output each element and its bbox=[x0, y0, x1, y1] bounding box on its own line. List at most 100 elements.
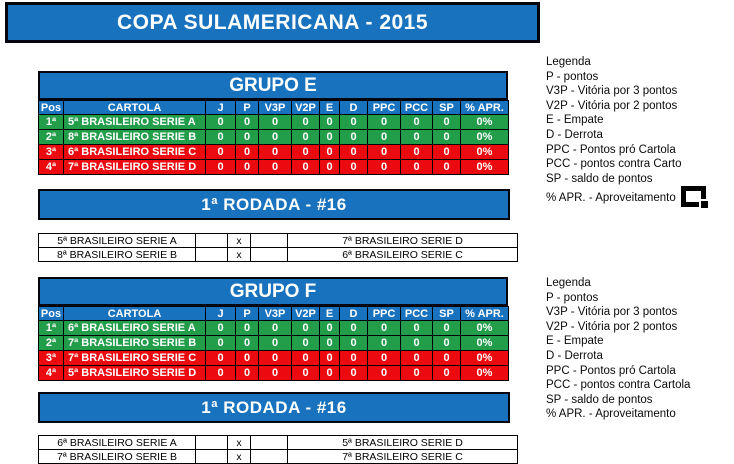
stat-apr: 0% bbox=[460, 129, 509, 145]
rodada-title: 1ª RODADA - #16 bbox=[201, 397, 347, 417]
cartola-cell: 5ª BRASILEIRO SERIE A bbox=[63, 114, 206, 130]
page-title: COPA SULAMERICANA - 2015 bbox=[116, 10, 429, 34]
stat-sp: 0 bbox=[432, 129, 461, 145]
stat-pcc: 0 bbox=[400, 144, 433, 160]
fixtures-table: 6ª BRASILEIRO SERIE A x 5ª BRASILEIRO SE… bbox=[38, 435, 518, 464]
stat-ppc: 0 bbox=[367, 350, 401, 366]
col-p: P bbox=[235, 306, 259, 321]
home-team: 5ª BRASILEIRO SERIE A bbox=[38, 233, 196, 248]
stat-e: 0 bbox=[319, 144, 340, 160]
page-title-banner: COPA SULAMERICANA - 2015 bbox=[5, 2, 540, 43]
stat-p: 0 bbox=[235, 350, 259, 366]
stat-ppc: 0 bbox=[367, 144, 401, 160]
col-v2p: V2P bbox=[291, 100, 320, 115]
col-v3p: V3P bbox=[258, 100, 292, 115]
stat-j: 0 bbox=[205, 114, 236, 130]
stat-v2p: 0 bbox=[291, 365, 320, 381]
stat-v3p: 0 bbox=[258, 350, 292, 366]
cartola-cell: 6ª BRASILEIRO SERIE A bbox=[63, 320, 206, 336]
stat-j: 0 bbox=[205, 129, 236, 145]
fixtures-group-e: 5ª BRASILEIRO SERIE A x 7ª BRASILEIRO SE… bbox=[38, 233, 518, 262]
stat-d: 0 bbox=[339, 114, 368, 130]
col-pos: Pos bbox=[38, 100, 64, 115]
stat-sp: 0 bbox=[432, 335, 461, 351]
away-score-cell[interactable] bbox=[250, 247, 288, 262]
stat-v2p: 0 bbox=[291, 159, 320, 175]
stat-d: 0 bbox=[339, 144, 368, 160]
away-score-cell[interactable] bbox=[250, 233, 288, 248]
group-f-standings: GRUPO F Pos CARTOLA J P V3P V2P E D PPC … bbox=[38, 277, 509, 381]
rodada-banner-group-e: 1ª RODADA - #16 bbox=[38, 189, 510, 220]
table-row: 4ª 5ª BRASILEIRO SERIE D 0 0 0 0 0 0 0 0… bbox=[38, 365, 509, 381]
stat-apr: 0% bbox=[460, 350, 509, 366]
stat-v3p: 0 bbox=[258, 320, 292, 336]
home-score-cell[interactable] bbox=[195, 435, 228, 450]
stat-v2p: 0 bbox=[291, 320, 320, 336]
stat-d: 0 bbox=[339, 365, 368, 381]
stat-v3p: 0 bbox=[258, 114, 292, 130]
col-ppc: PPC bbox=[367, 306, 401, 321]
home-team: 8ª BRASILEIRO SERIE B bbox=[38, 247, 196, 262]
stat-apr: 0% bbox=[460, 159, 509, 175]
col-j: J bbox=[205, 100, 236, 115]
cartola-cell: 7ª BRASILEIRO SERIE D bbox=[63, 159, 206, 175]
column-header-row: Pos CARTOLA J P V3P V2P E D PPC PCC SP %… bbox=[38, 100, 509, 115]
legend-item: SP - saldo de pontos bbox=[546, 393, 653, 406]
stat-e: 0 bbox=[319, 114, 340, 130]
away-team: 7ª BRASILEIRO SERIE C bbox=[287, 449, 518, 464]
pos-cell: 4ª bbox=[38, 365, 64, 381]
stat-ppc: 0 bbox=[367, 320, 401, 336]
legend-item: D - Derrota bbox=[546, 349, 603, 362]
stat-p: 0 bbox=[235, 335, 259, 351]
legend-item: V2P - Vitória por 2 pontos bbox=[546, 320, 678, 333]
away-score-cell[interactable] bbox=[250, 435, 288, 450]
home-score-cell[interactable] bbox=[195, 247, 228, 262]
stat-j: 0 bbox=[205, 350, 236, 366]
stat-ppc: 0 bbox=[367, 365, 401, 381]
home-score-cell[interactable] bbox=[195, 449, 228, 464]
pos-cell: 2ª bbox=[38, 129, 64, 145]
stat-p: 0 bbox=[235, 129, 259, 145]
stat-ppc: 0 bbox=[367, 114, 401, 130]
stat-j: 0 bbox=[205, 144, 236, 160]
stat-v2p: 0 bbox=[291, 350, 320, 366]
legend-item: V3P - Vitória por 3 pontos bbox=[546, 85, 678, 98]
cartola-cell: 7ª BRASILEIRO SERIE B bbox=[63, 335, 206, 351]
legend-item: PCC - pontos contra Cartola bbox=[546, 379, 691, 392]
fixture-row: 5ª BRASILEIRO SERIE A x 7ª BRASILEIRO SE… bbox=[38, 233, 518, 248]
stat-pcc: 0 bbox=[400, 114, 433, 130]
stat-j: 0 bbox=[205, 335, 236, 351]
away-score-cell[interactable] bbox=[250, 449, 288, 464]
stat-j: 0 bbox=[205, 159, 236, 175]
versus-cell: x bbox=[227, 233, 251, 248]
stat-e: 0 bbox=[319, 365, 340, 381]
away-team: 7ª BRASILEIRO SERIE D bbox=[287, 233, 518, 248]
stat-d: 0 bbox=[339, 129, 368, 145]
rodada-banner-group-f: 1ª RODADA - #16 bbox=[38, 392, 510, 423]
col-d: D bbox=[339, 306, 368, 321]
stat-pcc: 0 bbox=[400, 365, 433, 381]
group-e-header: GRUPO E bbox=[38, 71, 508, 100]
col-cartola: CARTOLA bbox=[63, 306, 206, 321]
stat-sp: 0 bbox=[432, 144, 461, 160]
legend-title: Legenda bbox=[546, 56, 591, 68]
legend-group-f: Legenda P - pontos V3P - Vitória por 3 p… bbox=[546, 276, 732, 422]
legend-item: E - Empate bbox=[546, 335, 604, 348]
stat-sp: 0 bbox=[432, 365, 461, 381]
fixture-row: 6ª BRASILEIRO SERIE A x 5ª BRASILEIRO SE… bbox=[38, 435, 518, 450]
col-apr: % APR. bbox=[460, 100, 509, 115]
stat-ppc: 0 bbox=[367, 335, 401, 351]
group-f-header: GRUPO F bbox=[38, 277, 508, 306]
stat-apr: 0% bbox=[460, 335, 509, 351]
stat-p: 0 bbox=[235, 320, 259, 336]
col-j: J bbox=[205, 306, 236, 321]
col-pcc: PCC bbox=[400, 306, 433, 321]
table-row: 4ª 7ª BRASILEIRO SERIE D 0 0 0 0 0 0 0 0… bbox=[38, 159, 509, 175]
stat-pcc: 0 bbox=[400, 129, 433, 145]
stat-sp: 0 bbox=[432, 159, 461, 175]
legend-item: PPC - Pontos pró Cartola bbox=[546, 143, 676, 156]
stat-e: 0 bbox=[319, 350, 340, 366]
home-score-cell[interactable] bbox=[195, 233, 228, 248]
stat-pcc: 0 bbox=[400, 335, 433, 351]
